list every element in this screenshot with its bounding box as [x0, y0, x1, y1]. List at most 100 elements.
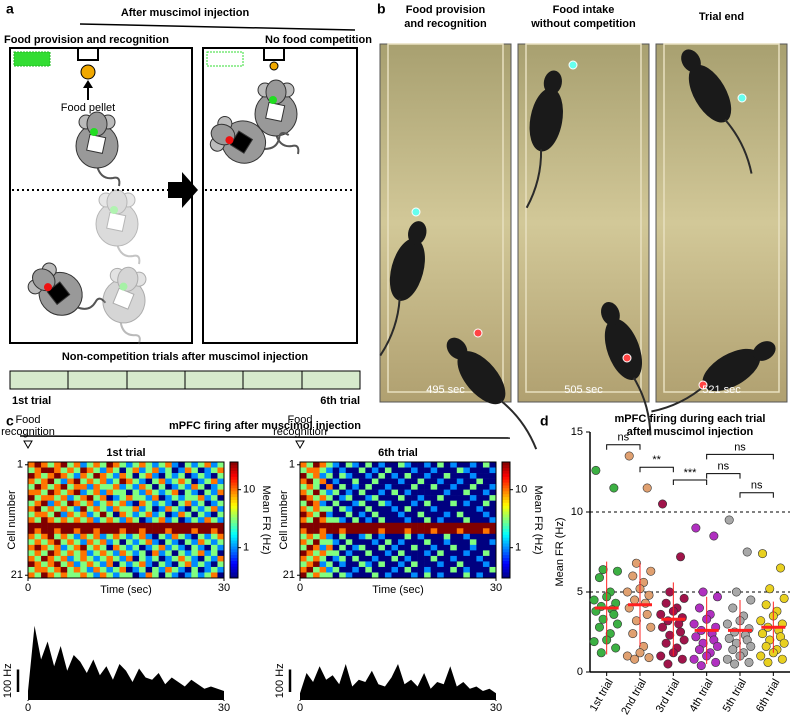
heatmap-cell [73, 500, 81, 507]
heatmap-cell [417, 572, 425, 579]
heatmap-cell [450, 533, 458, 540]
led [568, 60, 578, 70]
mouse-body [457, 351, 506, 405]
heatmap-cell [152, 522, 159, 529]
heatmap-cell [404, 473, 412, 479]
heatmap-cell [365, 484, 373, 490]
heatmap-cell [54, 489, 61, 496]
data-point [612, 566, 622, 576]
heatmap-cell [80, 467, 88, 474]
heatmap-cell [158, 572, 166, 579]
heatmap-cell [210, 517, 218, 524]
heatmap-cell [371, 506, 379, 513]
heatmap-cell [126, 566, 133, 573]
heatmap-cell [378, 539, 386, 546]
heatmap-cell [476, 467, 484, 474]
heatmap-cell [165, 544, 173, 551]
heatmap-cell [482, 533, 490, 540]
mouse-tail [525, 149, 543, 209]
heatmap-cell [332, 473, 340, 479]
heatmap-cell [112, 566, 120, 573]
heatmap-cell [93, 544, 101, 551]
data-point [742, 547, 752, 557]
heatmap-cell [345, 500, 353, 507]
heatmap-cell [482, 467, 490, 474]
heatmap-cell [417, 478, 425, 485]
heatmap-cell [326, 533, 333, 540]
heatmap-cell [404, 478, 412, 485]
heatmap-cell [443, 478, 451, 485]
heatmap-cell [365, 478, 373, 485]
heatmap-cell [112, 555, 120, 562]
heatmap-cell [171, 550, 179, 557]
heatmap-cell [67, 495, 75, 501]
heatmap-cell [112, 511, 120, 518]
heatmap-cell [398, 572, 405, 579]
trials-title: Non-competition trials after muscimol in… [62, 351, 309, 363]
heatmap-cell [60, 511, 68, 518]
heatmap-cell [34, 539, 42, 546]
heatmap-cell [152, 572, 159, 579]
heatmap-cell [171, 522, 179, 529]
heatmap-cell [73, 522, 81, 529]
heatmap-cell [191, 544, 199, 551]
x-axis-label: Time (sec) [100, 584, 152, 596]
heatmap-cell [313, 533, 320, 540]
heatmap-cell [469, 550, 477, 557]
heatmap-cell [404, 517, 412, 524]
data-point [724, 515, 734, 525]
heatmap-cell [99, 462, 107, 468]
heatmap-cell [54, 522, 61, 529]
annotation: recognition [273, 426, 327, 438]
heatmap-cell [306, 539, 314, 546]
photo-mouse [601, 301, 652, 436]
heatmap-cell [391, 473, 399, 479]
frame-time: 505 sec [564, 384, 603, 396]
heatmap-cell [424, 511, 431, 518]
heatmap-cell [430, 511, 438, 518]
mouse-head [681, 49, 701, 73]
heatmap-cell [371, 533, 379, 540]
heatmap-cell [358, 495, 366, 501]
heatmap-cell [93, 506, 101, 513]
colorbar-step [230, 479, 238, 483]
heatmap-cell [178, 572, 186, 579]
heatmap-cell [469, 462, 477, 468]
heatmap-cell [67, 517, 75, 524]
colorbar-step [502, 502, 510, 506]
heatmap-cell [411, 489, 418, 496]
colorbar-step [502, 537, 510, 541]
heatmap-cell [60, 561, 68, 568]
heatmap-cell [178, 528, 186, 535]
heatmap-cell [210, 484, 218, 490]
heatmap-cell [145, 539, 153, 546]
heatmap-cell [47, 495, 55, 501]
colorbar-step [502, 563, 510, 567]
heatmap-cell [300, 555, 307, 562]
heatmap-cell [184, 489, 192, 496]
heatmap-cell [178, 522, 186, 529]
heatmap-cell [60, 484, 68, 490]
heatmap-cell [158, 489, 166, 496]
heatmap-cell [469, 566, 477, 573]
heatmap-cell [99, 517, 107, 524]
heatmap-cell [204, 478, 212, 485]
heatmap-cell [145, 522, 153, 529]
heatmap-cell [119, 484, 127, 490]
heatmap-cell [145, 500, 153, 507]
x-tick-label: 0 [297, 702, 303, 714]
heatmap-cell [60, 473, 68, 479]
heatmap-cell [424, 506, 431, 513]
heatmap-cell [132, 500, 140, 507]
heatmap-cell [358, 566, 366, 573]
heatmap-cell [184, 506, 192, 513]
data-point [630, 654, 640, 664]
heatmap-cell [313, 484, 320, 490]
heatmap-cell [332, 500, 340, 507]
heatmap-cell [158, 533, 166, 540]
heatmap-cell [450, 484, 458, 490]
panel-label: a [6, 1, 14, 17]
heatmap-cell [398, 495, 405, 501]
heatmap-cell [469, 506, 477, 513]
heatmap-cell [184, 572, 192, 579]
